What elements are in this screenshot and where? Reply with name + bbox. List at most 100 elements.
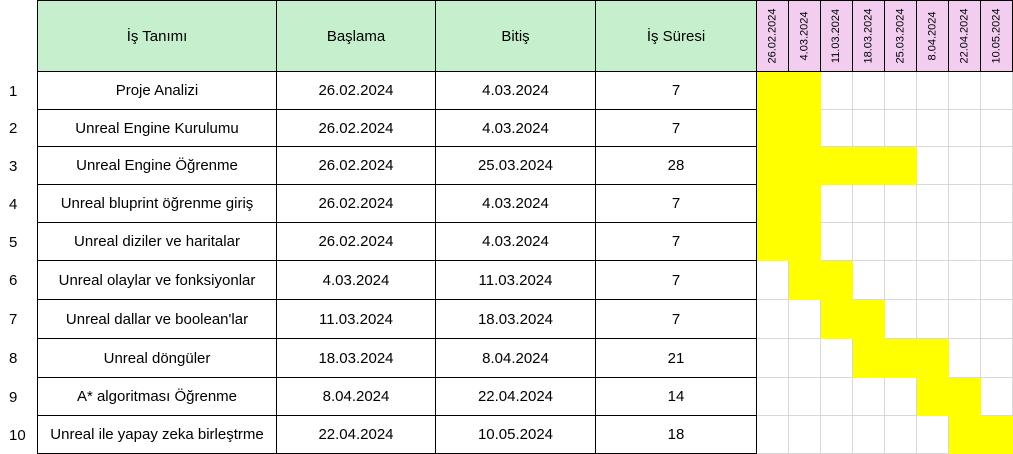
cell-task[interactable]: Unreal döngüler: [37, 339, 277, 378]
gantt-cell[interactable]: [821, 378, 853, 416]
cell-start[interactable]: 26.02.2024: [277, 147, 436, 185]
gantt-cell[interactable]: [853, 72, 885, 110]
gantt-cell[interactable]: [757, 300, 789, 339]
gantt-cell[interactable]: [821, 110, 853, 147]
gantt-cell[interactable]: [885, 185, 917, 223]
gantt-cell[interactable]: [949, 72, 981, 110]
cell-task[interactable]: Unreal ile yapay zeka birleştrme: [37, 416, 277, 454]
gantt-cell[interactable]: [757, 416, 789, 454]
cell-duration[interactable]: 18: [596, 416, 757, 454]
row-number[interactable]: 7: [9, 311, 18, 328]
cell-start[interactable]: 11.03.2024: [277, 300, 436, 339]
header-end[interactable]: Bitiş: [436, 0, 596, 72]
row-number[interactable]: 9: [9, 388, 18, 406]
cell-start[interactable]: 26.02.2024: [277, 72, 436, 110]
header-duration[interactable]: İş Süresi: [596, 0, 757, 72]
gantt-cell[interactable]: [981, 339, 1013, 378]
row-number[interactable]: 3: [9, 157, 18, 175]
row-number[interactable]: 2: [9, 120, 18, 137]
date-header[interactable]: 4.03.2024: [789, 0, 821, 72]
cell-duration[interactable]: 7: [596, 261, 757, 300]
gantt-cell[interactable]: [981, 261, 1013, 300]
cell-start[interactable]: 4.03.2024: [277, 261, 436, 300]
gantt-cell[interactable]: [981, 223, 1013, 261]
gantt-cell[interactable]: [853, 185, 885, 223]
cell-duration[interactable]: 7: [596, 223, 757, 261]
gantt-cell[interactable]: [853, 416, 885, 454]
gantt-cell[interactable]: [949, 300, 981, 339]
cell-end[interactable]: 11.03.2024: [436, 261, 596, 300]
gantt-cell[interactable]: [949, 147, 981, 185]
gantt-cell[interactable]: [789, 339, 821, 378]
gantt-cell[interactable]: [917, 261, 949, 300]
cell-task[interactable]: Unreal dallar ve boolean'lar: [37, 300, 277, 339]
date-header[interactable]: 25.03.2024: [885, 0, 917, 72]
gantt-cell[interactable]: [789, 378, 821, 416]
gantt-cell[interactable]: [917, 147, 949, 185]
gantt-cell[interactable]: [789, 416, 821, 454]
cell-end[interactable]: 8.04.2024: [436, 339, 596, 378]
cell-duration[interactable]: 28: [596, 147, 757, 185]
gantt-cell[interactable]: [981, 110, 1013, 147]
gantt-cell[interactable]: [853, 261, 885, 300]
gantt-cell[interactable]: [757, 339, 789, 378]
gantt-cell[interactable]: [917, 72, 949, 110]
gantt-cell[interactable]: [885, 261, 917, 300]
cell-task[interactable]: A* algoritması Öğrenme: [37, 378, 277, 416]
gantt-cell[interactable]: [917, 416, 949, 454]
cell-task[interactable]: Unreal Engine Öğrenme: [37, 147, 277, 185]
cell-end[interactable]: 4.03.2024: [436, 72, 596, 110]
gantt-cell[interactable]: [885, 300, 917, 339]
gantt-cell[interactable]: [949, 185, 981, 223]
gantt-cell[interactable]: [981, 147, 1013, 185]
cell-duration[interactable]: 21: [596, 339, 757, 378]
gantt-cell[interactable]: [917, 223, 949, 261]
cell-duration[interactable]: 14: [596, 378, 757, 416]
cell-start[interactable]: 8.04.2024: [277, 378, 436, 416]
gantt-cell[interactable]: [821, 223, 853, 261]
gantt-cell[interactable]: [885, 110, 917, 147]
gantt-cell[interactable]: [885, 416, 917, 454]
cell-task[interactable]: Unreal Engine Kurulumu: [37, 110, 277, 147]
date-header[interactable]: 18.03.2024: [853, 0, 885, 72]
cell-start[interactable]: 26.02.2024: [277, 185, 436, 223]
gantt-cell[interactable]: [885, 378, 917, 416]
gantt-cell[interactable]: [853, 110, 885, 147]
cell-task[interactable]: Proje Analizi: [37, 72, 277, 110]
gantt-cell[interactable]: [853, 223, 885, 261]
gantt-cell[interactable]: [853, 378, 885, 416]
cell-task[interactable]: Unreal bluprint öğrenme giriş: [37, 185, 277, 223]
cell-duration[interactable]: 7: [596, 110, 757, 147]
cell-end[interactable]: 25.03.2024: [436, 147, 596, 185]
cell-task[interactable]: Unreal diziler ve haritalar: [37, 223, 277, 261]
gantt-cell[interactable]: [949, 261, 981, 300]
row-number[interactable]: 8: [9, 350, 18, 367]
date-header[interactable]: 10.05.2024: [981, 0, 1013, 72]
gantt-cell[interactable]: [981, 72, 1013, 110]
cell-start[interactable]: 26.02.2024: [277, 223, 436, 261]
gantt-cell[interactable]: [917, 110, 949, 147]
gantt-cell[interactable]: [981, 185, 1013, 223]
gantt-cell[interactable]: [917, 300, 949, 339]
cell-end[interactable]: 4.03.2024: [436, 110, 596, 147]
gantt-cell[interactable]: [821, 339, 853, 378]
cell-end[interactable]: 4.03.2024: [436, 223, 596, 261]
date-header[interactable]: 22.04.2024: [949, 0, 981, 72]
cell-end[interactable]: 22.04.2024: [436, 378, 596, 416]
gantt-cell[interactable]: [821, 185, 853, 223]
gantt-cell[interactable]: [821, 72, 853, 110]
header-start[interactable]: Başlama: [277, 0, 436, 72]
header-task[interactable]: İş Tanımı: [37, 0, 277, 72]
gantt-cell[interactable]: [885, 72, 917, 110]
gantt-cell[interactable]: [789, 300, 821, 339]
cell-duration[interactable]: 7: [596, 185, 757, 223]
cell-end[interactable]: 10.05.2024: [436, 416, 596, 454]
cell-duration[interactable]: 7: [596, 72, 757, 110]
date-header[interactable]: 26.02.2024: [757, 0, 789, 72]
cell-start[interactable]: 26.02.2024: [277, 110, 436, 147]
cell-start[interactable]: 22.04.2024: [277, 416, 436, 454]
gantt-cell[interactable]: [981, 378, 1013, 416]
row-number[interactable]: 10: [9, 426, 26, 444]
cell-end[interactable]: 18.03.2024: [436, 300, 596, 339]
gantt-cell[interactable]: [821, 416, 853, 454]
